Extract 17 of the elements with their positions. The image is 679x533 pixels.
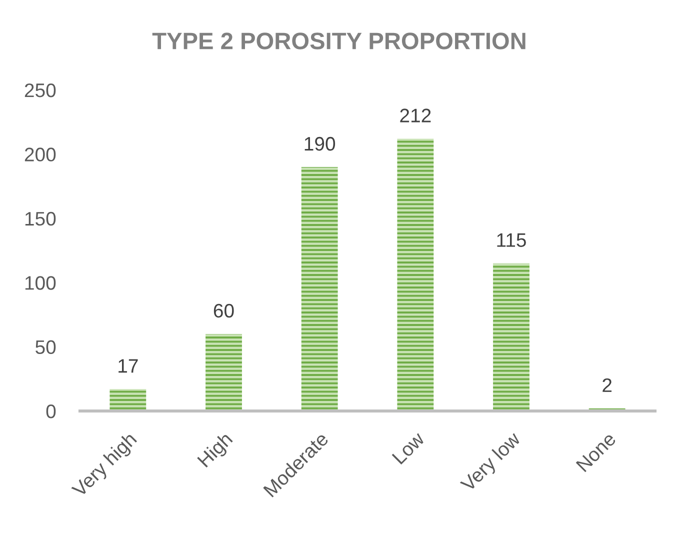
data-label: 17 [118, 359, 138, 373]
x-tick-label: Low [392, 430, 426, 465]
data-label: 190 [304, 136, 336, 151]
x-tick-label: High [196, 431, 236, 470]
data-label: 212 [400, 108, 431, 122]
y-tick-label: 200 [24, 148, 56, 162]
y-tick-label: 50 [36, 340, 56, 354]
y-tick-label: 0 [46, 404, 56, 418]
x-tick-label: Very high [70, 431, 140, 501]
data-label: 60 [214, 304, 234, 318]
y-tick-label: 100 [25, 276, 56, 290]
y-tick-label: 250 [24, 83, 56, 98]
data-label: 2 [602, 378, 612, 392]
chart-title: TYPE 2 POROSITY PROPORTION [152, 32, 526, 50]
y-tick-label: 150 [25, 212, 56, 226]
data-label: 115 [497, 233, 526, 247]
x-tick-label: Very low [459, 430, 524, 496]
